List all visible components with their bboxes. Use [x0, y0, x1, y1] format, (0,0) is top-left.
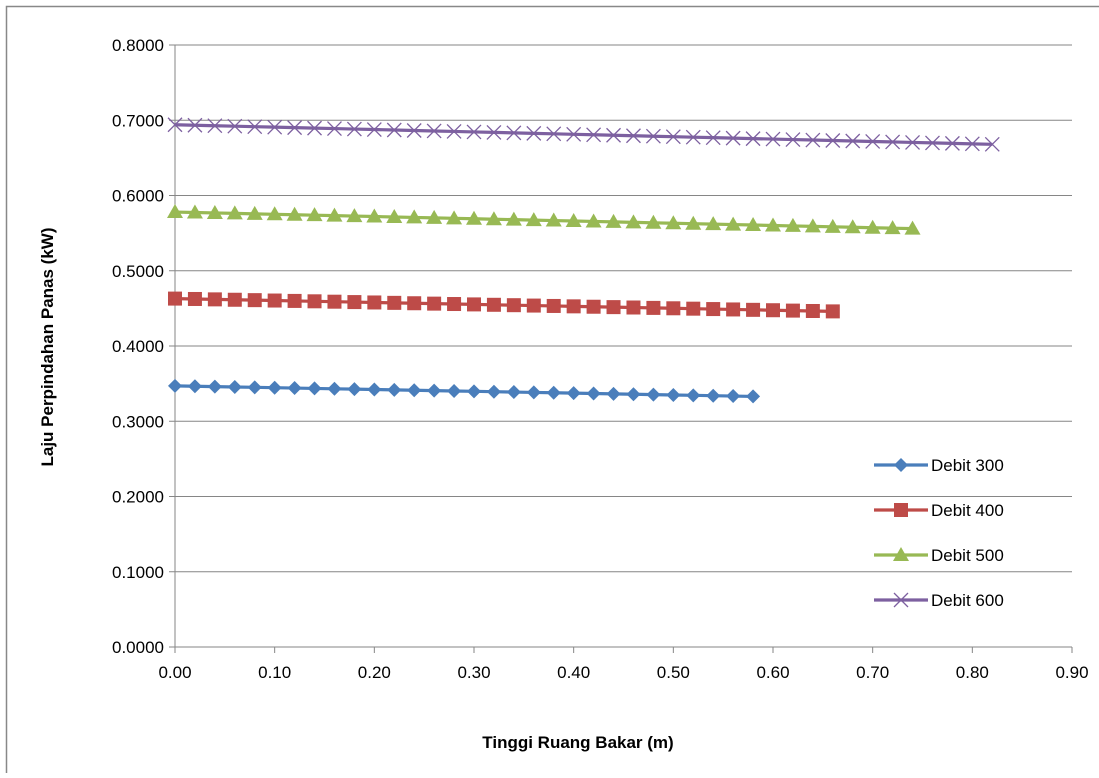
data-point — [367, 295, 381, 309]
y-tick-label: 0.8000 — [112, 36, 164, 55]
data-point — [646, 301, 660, 315]
y-tick-label: 0.0000 — [112, 638, 164, 657]
data-point — [188, 292, 202, 306]
data-point — [308, 294, 322, 308]
legend-label: Debit 300 — [931, 456, 1004, 475]
x-tick-label: 0.30 — [457, 663, 490, 682]
data-point — [288, 294, 302, 308]
data-point — [487, 298, 501, 312]
data-point — [626, 301, 640, 315]
x-tick-label: 0.00 — [158, 663, 191, 682]
data-point — [268, 294, 282, 308]
x-tick-label: 0.60 — [756, 663, 789, 682]
data-point — [766, 303, 780, 317]
y-tick-label: 0.4000 — [112, 337, 164, 356]
x-tick-label: 0.80 — [956, 663, 989, 682]
y-tick-label: 0.1000 — [112, 563, 164, 582]
y-tick-label: 0.3000 — [112, 412, 164, 431]
data-point — [547, 299, 561, 313]
y-tick-label: 0.2000 — [112, 488, 164, 507]
x-tick-label: 0.50 — [657, 663, 690, 682]
legend-label: Debit 500 — [931, 546, 1004, 565]
data-point — [826, 304, 840, 318]
data-point — [387, 296, 401, 310]
x-tick-label: 0.40 — [557, 663, 590, 682]
x-tick-label: 0.70 — [856, 663, 889, 682]
data-point — [666, 301, 680, 315]
y-tick-label: 0.7000 — [112, 111, 164, 130]
data-point — [347, 295, 361, 309]
data-point — [607, 300, 621, 314]
y-axis-title: Laju Perpindahan Panas (kW) — [38, 228, 57, 467]
data-point — [427, 297, 441, 311]
data-point — [327, 295, 341, 309]
data-point — [447, 297, 461, 311]
x-tick-label: 0.20 — [358, 663, 391, 682]
data-point — [228, 293, 242, 307]
data-point — [706, 302, 720, 316]
y-tick-label: 0.5000 — [112, 262, 164, 281]
data-point — [587, 300, 601, 314]
data-point — [806, 304, 820, 318]
legend-marker — [894, 503, 908, 517]
legend-label: Debit 600 — [931, 591, 1004, 610]
legend-label: Debit 400 — [931, 501, 1004, 520]
data-point — [248, 293, 262, 307]
data-point — [786, 304, 800, 318]
data-point — [686, 302, 700, 316]
data-point — [567, 299, 581, 313]
data-point — [407, 296, 421, 310]
data-point — [746, 303, 760, 317]
data-point — [168, 292, 182, 306]
data-point — [467, 297, 481, 311]
x-tick-label: 0.10 — [258, 663, 291, 682]
data-point — [527, 299, 541, 313]
y-tick-label: 0.6000 — [112, 187, 164, 206]
x-tick-label: 0.90 — [1055, 663, 1088, 682]
data-point — [507, 298, 521, 312]
data-point — [726, 302, 740, 316]
data-point — [208, 292, 222, 306]
x-axis-title: Tinggi Ruang Bakar (m) — [482, 733, 673, 752]
